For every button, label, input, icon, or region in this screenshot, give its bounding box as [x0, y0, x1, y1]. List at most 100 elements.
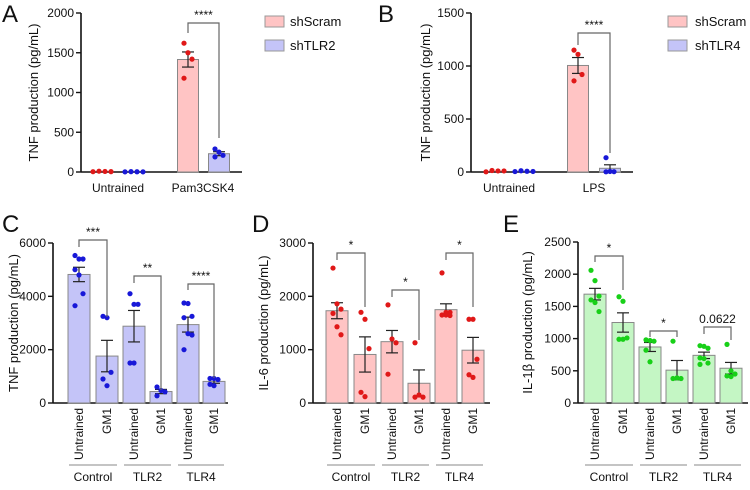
data-point: [211, 375, 217, 382]
data-point: [575, 51, 581, 57]
y-tick-label: 1500: [544, 299, 571, 313]
y-tick-label: 3000: [279, 236, 306, 250]
x-tick-label: GM1: [466, 408, 480, 434]
data-point: [140, 169, 146, 175]
x-tick-label: Untrained: [439, 408, 453, 460]
data-point: [366, 346, 372, 352]
data-point: [724, 373, 730, 379]
x-tick-label: Untrained: [697, 408, 711, 460]
significance-bracket: [649, 330, 678, 337]
bar-group: [122, 169, 146, 175]
data-point: [158, 387, 164, 394]
y-tick-label: 1500: [437, 6, 464, 20]
data-point: [592, 299, 598, 306]
data-point: [701, 343, 707, 349]
x-tick-label: GM1: [358, 408, 372, 434]
significance-bracket: [336, 252, 366, 307]
significance-bracket: [187, 283, 215, 378]
legend-label: shScram: [695, 14, 746, 29]
group-label: TLR2: [133, 470, 163, 484]
x-tick-label: Untrained: [72, 408, 86, 460]
y-tick-label: 1000: [544, 332, 571, 346]
data-point: [643, 347, 649, 353]
data-point: [620, 298, 626, 304]
data-point: [579, 71, 585, 78]
group-label: TLR4: [445, 470, 475, 484]
panel-letter: C: [2, 211, 19, 238]
data-point: [96, 168, 102, 174]
y-tick-label: 1000: [437, 59, 464, 73]
panel-d: D IL-6 production (pg/mL) 0 1000 2000 3000 Unt…: [252, 211, 490, 484]
group-label: TLR2: [649, 470, 679, 484]
legend-swatch: [264, 15, 285, 28]
y-tick-label: 2000: [544, 267, 571, 281]
data-point: [571, 47, 577, 53]
data-point: [603, 169, 609, 175]
data-point: [524, 168, 530, 174]
data-point: [588, 297, 594, 303]
data-point: [212, 146, 218, 152]
x-tick-label: Untrained: [127, 408, 141, 460]
data-point: [697, 355, 703, 361]
significance-label: *: [607, 241, 612, 255]
data-point: [643, 337, 649, 343]
data-point: [439, 312, 445, 318]
data-point: [389, 336, 395, 342]
significance-label: *: [661, 316, 666, 330]
data-point: [647, 359, 653, 365]
data-point: [466, 316, 472, 322]
data-point: [90, 169, 96, 175]
y-tick-label: 0: [564, 396, 571, 410]
data-point: [447, 312, 453, 319]
data-point: [470, 374, 476, 380]
data-point: [439, 270, 445, 276]
bar: [638, 346, 662, 404]
panel-a: A TNF production (pg/mL) 0 500 1000 1500 2000 U…: [2, 1, 341, 195]
y-tick-label: 500: [551, 364, 571, 378]
y-tick-label: 500: [54, 125, 74, 139]
data-point: [697, 343, 703, 349]
data-point: [620, 336, 626, 342]
x-tick-label: Untrained: [385, 408, 399, 460]
bar: [177, 59, 199, 173]
y-tick-label: 0: [67, 165, 74, 179]
significance-bracket: [577, 32, 611, 153]
panel-c: C TNF production (pg/mL) 0 2000 4000 6000 Untr…: [2, 211, 228, 484]
bar-group: [407, 340, 431, 404]
bar-group: [122, 291, 146, 404]
data-point: [189, 313, 195, 319]
data-point: [705, 345, 711, 351]
bar: [567, 64, 589, 173]
data-point: [80, 291, 86, 297]
panel-letter: D: [252, 211, 269, 238]
bar: [67, 273, 91, 404]
x-category-label: Pam3CSK4: [172, 181, 235, 195]
panel-letter: B: [378, 1, 394, 28]
data-point: [72, 267, 78, 273]
bar-group: [434, 270, 458, 404]
data-point: [571, 78, 577, 84]
data-point: [211, 383, 217, 389]
x-tick-label: GM1: [412, 408, 426, 434]
bar-group: [583, 267, 607, 404]
y-axis-title: TNF production (pg/mL): [26, 24, 41, 162]
data-point: [443, 312, 449, 318]
x-tick-label: Untrained: [588, 408, 602, 460]
bar-group: [599, 155, 621, 175]
bar-group: [208, 146, 230, 173]
x-tick-label: Untrained: [643, 408, 657, 460]
data-point: [466, 372, 472, 378]
data-point: [76, 272, 82, 278]
data-point: [596, 308, 602, 315]
y-tick-label: 4000: [19, 289, 46, 303]
data-point: [135, 301, 141, 307]
significance-label: *: [403, 275, 408, 289]
data-point: [334, 301, 340, 307]
data-point: [100, 313, 106, 319]
data-point: [154, 393, 160, 399]
data-point: [385, 302, 391, 308]
significance-bracket: [133, 275, 162, 390]
group-label: Control: [332, 470, 371, 484]
x-tick-label: Untrained: [330, 408, 344, 460]
data-point: [724, 341, 730, 347]
